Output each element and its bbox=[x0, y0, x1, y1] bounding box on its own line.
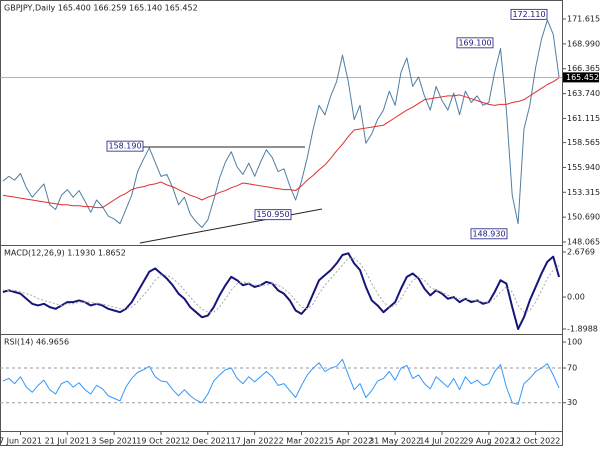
series-line bbox=[2, 252, 561, 331]
y-tick-label: 155.940 bbox=[567, 163, 600, 172]
panel-title: GBPJPY,Daily 165.400 166.259 165.140 165… bbox=[4, 4, 198, 13]
annotation-label: 148.930 bbox=[472, 229, 505, 238]
x-tick-label: 29 Aug 2022 bbox=[463, 437, 514, 446]
annotation-box bbox=[106, 140, 144, 152]
series-line bbox=[2, 257, 560, 313]
y-tick-label: 163.740 bbox=[567, 89, 600, 98]
x-tick-label: 2 Dec 2021 bbox=[185, 437, 231, 446]
y-tick-label: 148.065 bbox=[567, 238, 600, 247]
y-tick-label: 171.615 bbox=[567, 15, 600, 24]
annotation-box bbox=[510, 8, 548, 20]
last-price-label: 165.452 bbox=[566, 73, 599, 82]
chart-frame bbox=[0, 0, 563, 446]
x-tick-label: 17 Jan 2022 bbox=[231, 437, 279, 446]
x-tick-label: 14 Jul 2022 bbox=[419, 437, 464, 446]
x-tick-label: 7 Jun 2021 bbox=[0, 437, 42, 446]
y-tick-label: 166.365 bbox=[567, 64, 600, 73]
y-tick-label: 158.565 bbox=[567, 138, 600, 147]
x-tick-label: 21 Jul 2021 bbox=[45, 437, 90, 446]
last-price-box bbox=[563, 72, 599, 83]
y-tick-label: 150.690 bbox=[567, 213, 600, 222]
x-tick-label: 15 Apr 2022 bbox=[324, 437, 373, 446]
annotation-label: 169.100 bbox=[458, 38, 491, 47]
annotation-label: 158.190 bbox=[108, 142, 141, 151]
y-tick-label: 30 bbox=[567, 398, 577, 407]
x-tick-label: 31 May 2022 bbox=[369, 437, 421, 446]
annotation-box bbox=[456, 37, 494, 49]
trend-line bbox=[139, 208, 323, 244]
x-tick-label: 2 Mar 2022 bbox=[279, 437, 325, 446]
y-tick-label: 70 bbox=[567, 364, 577, 373]
series-line bbox=[2, 19, 560, 228]
y-tick-label: 0.00 bbox=[567, 293, 585, 302]
panel-title: MACD(12,26,9) 1.1930 1.8652 bbox=[4, 249, 126, 258]
panel-title: RSI(14) 46.9656 bbox=[4, 338, 69, 347]
x-tick-label: 19 Oct 2021 bbox=[136, 437, 185, 446]
y-tick-label: 100 bbox=[567, 338, 582, 347]
annotation-label: 172.110 bbox=[512, 10, 545, 19]
series-line bbox=[2, 358, 560, 405]
annotation-label: 150.950 bbox=[256, 210, 289, 219]
series-line bbox=[2, 77, 560, 209]
x-tick-label: 12 Oct 2022 bbox=[511, 437, 560, 446]
y-tick-label: 153.315 bbox=[567, 188, 600, 197]
annotation-box bbox=[254, 209, 292, 221]
y-tick-label: 161.115 bbox=[567, 114, 600, 123]
y-tick-label: -1.8988 bbox=[567, 324, 598, 333]
y-tick-label: 2.6769 bbox=[567, 248, 595, 257]
x-tick-label: 3 Sep 2021 bbox=[91, 437, 137, 446]
annotation-box bbox=[470, 228, 508, 240]
y-tick-label: 168.990 bbox=[567, 39, 600, 48]
